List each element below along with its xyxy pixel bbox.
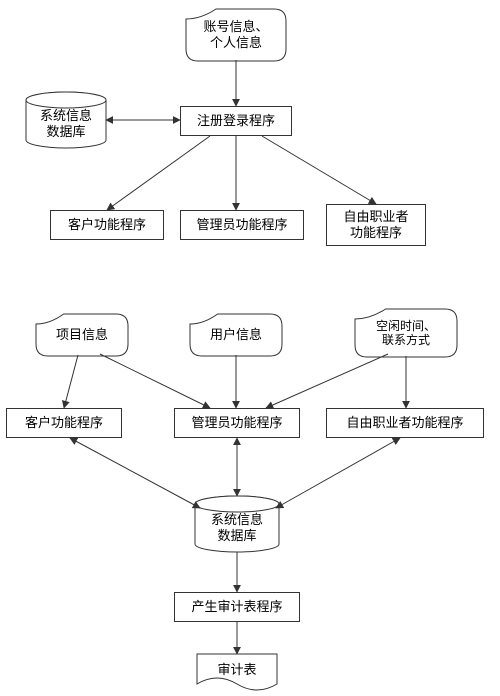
edge: [100, 354, 210, 408]
admin_fn_b: 管理员功能程序: [174, 408, 300, 438]
user_info: [190, 314, 282, 356]
free_fn_b-label: 自由职业者功能程序: [346, 415, 463, 431]
free_fn_b: 自由职业者功能程序: [326, 408, 484, 438]
node-label: 空闲时间、 联系方式: [376, 319, 436, 348]
cust_fn_a: 客户功能程序: [50, 210, 164, 240]
cust_fn_b: 客户功能程序: [6, 408, 122, 438]
edge: [276, 438, 400, 508]
admin_fn_a: 管理员功能程序: [180, 210, 304, 240]
free_fn_a: 自由职业者 功能程序: [326, 204, 426, 246]
cust_fn_a-label: 客户功能程序: [68, 217, 146, 233]
top_input: [186, 9, 286, 61]
cust_fn_b-label: 客户功能程序: [25, 415, 103, 431]
edge: [107, 136, 210, 210]
admin_fn_b-label: 管理员功能程序: [191, 415, 282, 431]
proj_info: [36, 314, 128, 356]
db_top: [26, 92, 106, 148]
edge: [262, 136, 376, 204]
audit_doc: [197, 654, 277, 690]
audit_prog-label: 产生审计表程序: [191, 599, 282, 615]
db_mid: [195, 496, 279, 552]
node-label: 账号信息、 个人信息: [203, 19, 268, 50]
node-label: 系统信息 数据库: [40, 108, 92, 139]
free_fn_a-label: 自由职业者 功能程序: [343, 209, 408, 240]
register: 注册登录程序: [180, 106, 292, 136]
register-label: 注册登录程序: [197, 113, 275, 129]
edge: [64, 355, 78, 408]
admin_fn_a-label: 管理员功能程序: [196, 217, 287, 233]
node-label: 审计表: [217, 662, 256, 678]
node-label: 用户信息: [210, 327, 262, 343]
node-label: 项目信息: [56, 327, 108, 343]
free_info: [355, 309, 457, 357]
edge: [266, 354, 388, 408]
edge: [70, 438, 200, 508]
audit_prog: 产生审计表程序: [174, 592, 300, 622]
node-label: 系统信息 数据库: [211, 512, 263, 543]
